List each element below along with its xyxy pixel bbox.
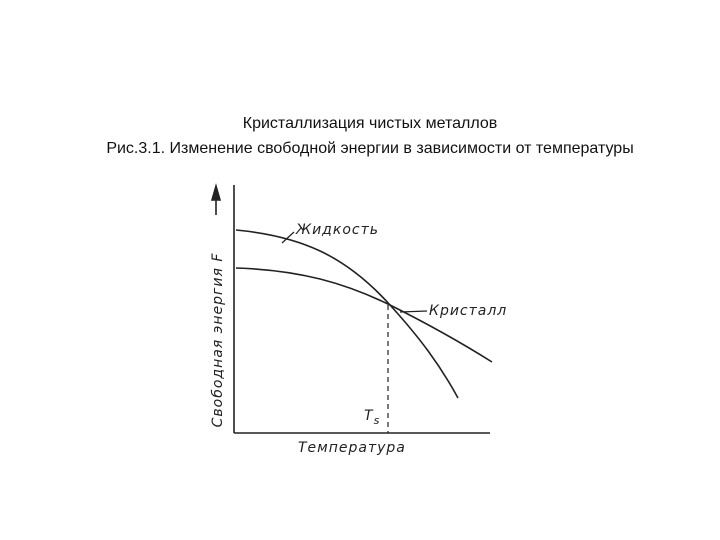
crystal-leader (399, 310, 428, 313)
y-axis-label: Свободная энергия F (210, 253, 226, 428)
liquid-label: Жидкость (295, 222, 379, 238)
crystal-label: Кристалл (429, 303, 507, 319)
y-arrow-head (210, 183, 222, 201)
caption: Рис.3.1. Изменение свободной энергии в з… (106, 140, 633, 157)
x-axis-label: Температура (298, 440, 406, 456)
diagram (210, 183, 493, 434)
liquid-leader (281, 231, 295, 244)
ts-subscript: s (374, 414, 381, 427)
ts-label: Ts (364, 408, 380, 427)
crystal-curve (235, 267, 493, 363)
title: Кристаллизация чистых металлов (243, 115, 497, 132)
liquid-curve (235, 229, 459, 399)
ts-symbol: T (364, 408, 374, 424)
